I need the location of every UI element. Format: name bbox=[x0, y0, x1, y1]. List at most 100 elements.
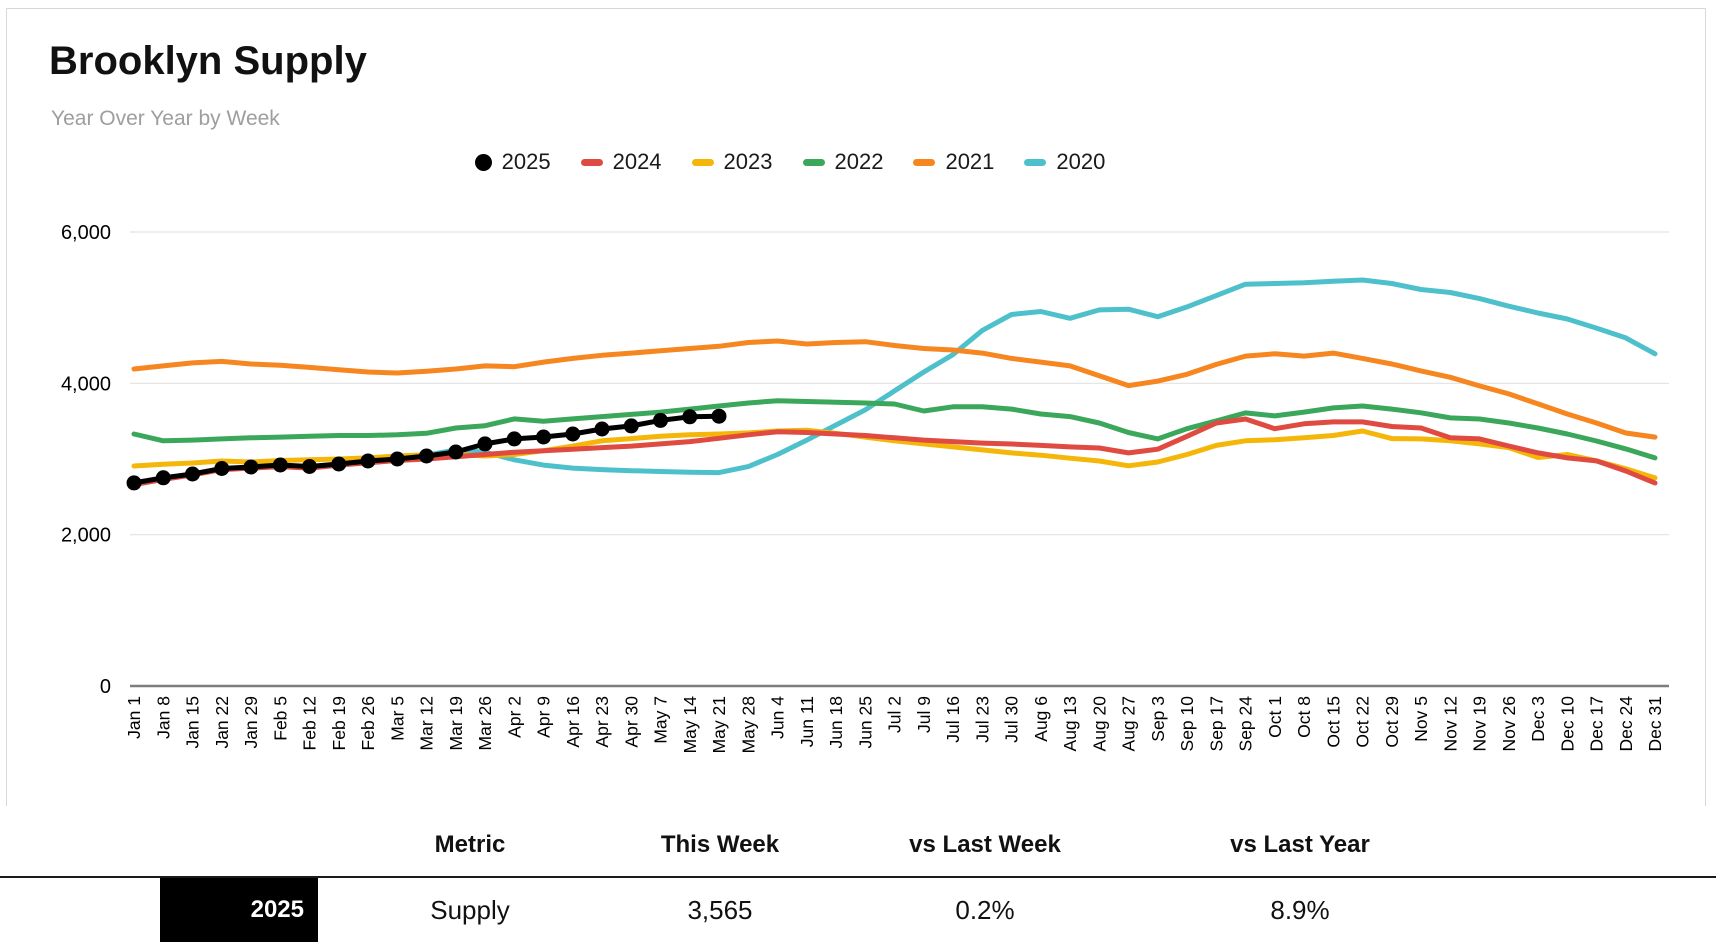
x-tick-label-mar-5: Mar 5 bbox=[387, 696, 407, 741]
x-tick-label-aug-27: Aug 27 bbox=[1119, 696, 1139, 751]
x-tick-label-jan-29: Jan 29 bbox=[241, 696, 261, 749]
x-tick-label-jul-2: Jul 2 bbox=[885, 696, 905, 733]
series-line-2024 bbox=[131, 416, 1658, 488]
legend-marker-2023-icon bbox=[691, 158, 714, 166]
data-point-2025-mar-26 bbox=[477, 436, 493, 452]
data-point-2025-feb-5 bbox=[272, 457, 288, 473]
table-header-metric: Metric bbox=[434, 831, 506, 858]
data-point-2025-jan-29 bbox=[243, 459, 259, 475]
summary-table: Metric This Week vs Last Week vs Last Ye… bbox=[0, 806, 1716, 950]
x-tick-label-may-7: May 7 bbox=[651, 696, 671, 744]
x-tick-label-aug-6: Aug 6 bbox=[1031, 696, 1051, 742]
x-tick-label-nov-5: Nov 5 bbox=[1411, 696, 1431, 742]
table-cell-metric: Supply bbox=[430, 895, 510, 925]
x-tick-label-may-21: May 21 bbox=[709, 696, 729, 753]
x-tick-label-may-14: May 14 bbox=[680, 696, 700, 754]
data-point-2025-feb-12 bbox=[302, 459, 317, 474]
x-tick-label-apr-2: Apr 2 bbox=[504, 696, 524, 738]
x-tick-label-apr-23: Apr 23 bbox=[592, 696, 612, 748]
x-tick-label-mar-26: Mar 26 bbox=[475, 696, 495, 750]
x-tick-label-feb-26: Feb 26 bbox=[358, 696, 378, 750]
page-subtitle: Year Over Year by Week bbox=[51, 107, 280, 130]
legend-label: 2023 bbox=[723, 149, 773, 174]
legend-item-2022[interactable]: 2022 bbox=[802, 149, 884, 175]
data-point-2025-apr-16 bbox=[565, 426, 581, 442]
x-tick-label-oct-15: Oct 15 bbox=[1323, 696, 1343, 748]
x-tick-label-jul-16: Jul 16 bbox=[943, 696, 963, 743]
data-point-2025-may-21 bbox=[711, 408, 727, 424]
table-header-vs-last-week: vs Last Week bbox=[909, 831, 1061, 858]
data-point-2025-jan-15 bbox=[185, 466, 200, 482]
legend-item-2021[interactable]: 2021 bbox=[913, 149, 994, 175]
x-tick-label-jan-8: Jan 8 bbox=[153, 696, 173, 739]
x-tick-label-feb-5: Feb 5 bbox=[270, 696, 290, 741]
x-tick-label-nov-19: Nov 19 bbox=[1470, 696, 1490, 751]
x-tick-label-may-28: May 28 bbox=[738, 696, 758, 753]
x-tick-label-dec-24: Dec 24 bbox=[1616, 696, 1636, 752]
table-header-vs-last-year: vs Last Year bbox=[1230, 831, 1370, 858]
legend-label: 2021 bbox=[945, 149, 995, 174]
x-tick-label-sep-10: Sep 10 bbox=[1177, 696, 1197, 752]
legend-marker-2020-icon bbox=[1024, 158, 1047, 166]
x-tick-label-jul-30: Jul 30 bbox=[1002, 696, 1022, 743]
series-line-2021 bbox=[131, 338, 1658, 440]
data-point-2025-mar-19 bbox=[448, 444, 464, 460]
legend-item-2025[interactable]: 2025 bbox=[474, 149, 551, 175]
x-tick-label-jun-11: Jun 11 bbox=[797, 696, 817, 747]
data-point-2025-apr-30 bbox=[623, 418, 639, 434]
data-point-2025-apr-23 bbox=[594, 421, 610, 437]
legend-marker-2024-icon bbox=[580, 158, 603, 166]
table-cell-this-week: 3,565 bbox=[687, 895, 753, 925]
legend-marker-2025-icon bbox=[474, 153, 492, 171]
year-badge: 2025 bbox=[160, 878, 318, 942]
x-tick-label-sep-17: Sep 17 bbox=[1206, 696, 1226, 751]
x-tick-label-dec-3: Dec 3 bbox=[1528, 696, 1548, 742]
legend-marker-2022-icon bbox=[802, 158, 825, 166]
legend-label: 2024 bbox=[612, 149, 662, 174]
x-tick-label-jun-25: Jun 25 bbox=[855, 696, 875, 749]
x-tick-label-jan-1: Jan 1 bbox=[124, 696, 144, 739]
legend-label: 2022 bbox=[834, 149, 884, 174]
data-point-2025-feb-26 bbox=[360, 453, 376, 469]
x-tick-label-jun-18: Jun 18 bbox=[826, 696, 846, 749]
x-tick-label-oct-29: Oct 29 bbox=[1382, 696, 1402, 748]
data-point-2025-may-7 bbox=[653, 412, 668, 428]
chart-card: Brooklyn Supply Year Over Year by Week 2… bbox=[6, 8, 1706, 808]
x-tick-label-apr-9: Apr 9 bbox=[534, 696, 554, 738]
x-tick-label-dec-10: Dec 10 bbox=[1557, 696, 1577, 752]
data-point-2025-mar-12 bbox=[419, 448, 434, 464]
y-tick-label: 0 bbox=[100, 676, 111, 698]
data-point-2025-jan-22 bbox=[214, 461, 230, 476]
y-tick-label: 2,000 bbox=[61, 525, 111, 547]
legend-item-2020[interactable]: 2020 bbox=[1024, 149, 1105, 175]
y-tick-label: 6,000 bbox=[61, 222, 111, 244]
x-tick-label-oct-1: Oct 1 bbox=[1265, 696, 1285, 738]
x-tick-label-oct-22: Oct 22 bbox=[1353, 696, 1373, 748]
chart-canvas: 0 2,000 4,000 6,000 Jan 1 Jan 8 Jan 15 Jan 22 Ja… bbox=[61, 222, 1669, 754]
data-point-2025-apr-9 bbox=[536, 429, 551, 445]
x-tick-label-apr-30: Apr 30 bbox=[621, 696, 641, 748]
legend-item-2024[interactable]: 2024 bbox=[580, 149, 662, 175]
x-tick-label-sep-24: Sep 24 bbox=[1236, 696, 1256, 752]
x-tick-label-mar-12: Mar 12 bbox=[417, 696, 437, 750]
x-tick-label-apr-16: Apr 16 bbox=[563, 696, 583, 748]
legend-label: 2020 bbox=[1056, 149, 1106, 174]
data-point-2025-apr-2 bbox=[506, 431, 522, 447]
x-tick-label-oct-8: Oct 8 bbox=[1294, 696, 1314, 738]
series-line-2023 bbox=[131, 427, 1658, 481]
legend-item-2023[interactable]: 2023 bbox=[691, 149, 773, 175]
data-point-2025-jan-8 bbox=[155, 470, 171, 486]
x-tick-label-jul-23: Jul 23 bbox=[972, 696, 992, 743]
x-tick-label-sep-3: Sep 3 bbox=[1148, 696, 1168, 742]
data-point-2025-may-14 bbox=[682, 409, 698, 425]
legend-marker-2021-icon bbox=[913, 158, 936, 166]
x-tick-label-jun-4: Jun 4 bbox=[768, 696, 788, 739]
table-cell-vs-last-year: 8.9% bbox=[1270, 895, 1330, 925]
y-tick-label: 4,000 bbox=[61, 373, 111, 395]
x-tick-label-feb-19: Feb 19 bbox=[329, 696, 349, 750]
data-point-2025-feb-19 bbox=[331, 456, 347, 472]
x-tick-label-dec-31: Dec 31 bbox=[1645, 696, 1665, 751]
data-point-2025-mar-5 bbox=[389, 451, 405, 467]
table-header-this-week: This Week bbox=[660, 831, 780, 858]
x-tick-label-jan-15: Jan 15 bbox=[183, 696, 203, 749]
